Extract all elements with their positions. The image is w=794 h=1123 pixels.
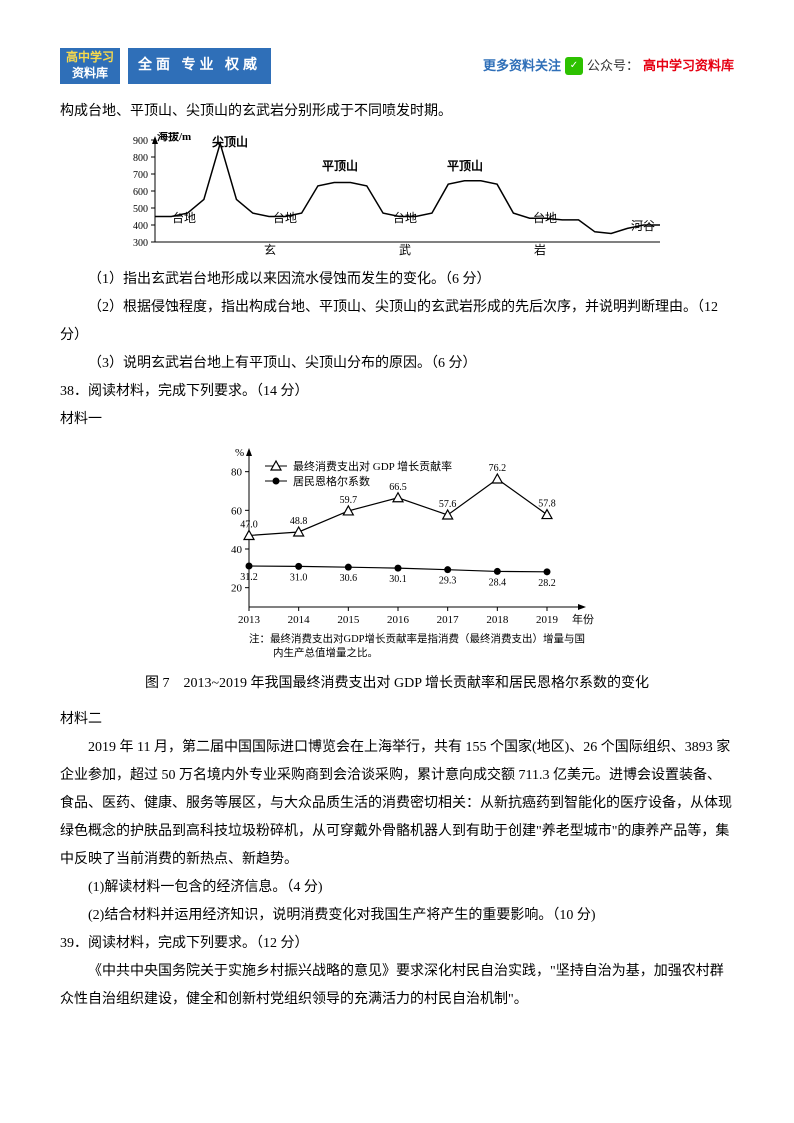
question-38-2: (2)结合材料并运用经济知识，说明消费变化对我国生产将产生的重要影响。（10 分… <box>60 902 734 930</box>
gzh-label: 公众号： <box>587 53 639 79</box>
question-2: （2）根据侵蚀程度，指出构成台地、平顶山、尖顶山的玄武岩形成的先后次序，并说明判… <box>60 294 734 350</box>
svg-text:80: 80 <box>231 467 243 479</box>
svg-text:31.2: 31.2 <box>240 572 258 583</box>
svg-text:47.0: 47.0 <box>240 519 258 530</box>
svg-text:28.2: 28.2 <box>538 578 556 589</box>
material-1-label: 材料一 <box>60 406 734 434</box>
figure-7-caption: 图 7 2013~2019 年我国最终消费支出对 GDP 增长贡献率和居民恩格尔… <box>60 670 734 698</box>
svg-text:59.7: 59.7 <box>340 495 358 506</box>
svg-text:300: 300 <box>133 238 148 249</box>
svg-text:注：最终消费支出对GDP增长贡献率是指消费（最终消费支出）增: 注：最终消费支出对GDP增长贡献率是指消费（最终消费支出）增量与国 <box>249 632 585 645</box>
svg-text:最终消费支出对 GDP 增长贡献率: 最终消费支出对 GDP 增长贡献率 <box>293 459 452 473</box>
svg-text:60: 60 <box>231 505 243 517</box>
svg-text:30.1: 30.1 <box>389 574 407 585</box>
page-header: 高中学习 资料库 全面 专业 权威 更多资料关注 ✓ 公众号： 高中学习资料库 <box>60 48 734 84</box>
body-text-39: 《中共中央国务院关于实施乡村振兴战略的意见》要求深化村民自治实践，"坚持自治为基… <box>60 958 734 1014</box>
svg-text:2018: 2018 <box>486 614 509 626</box>
svg-text:57.6: 57.6 <box>439 499 457 510</box>
lib-name: 高中学习资料库 <box>643 53 734 79</box>
svg-text:台地: 台地 <box>172 210 196 225</box>
question-3: （3）说明玄武岩台地上有平顶山、尖顶山分布的原因。（6 分） <box>60 350 734 378</box>
svg-text:平顶山: 平顶山 <box>322 158 358 173</box>
svg-text:台地: 台地 <box>393 210 417 225</box>
material-2-text: 2019 年 11 月，第二届中国国际进口博览会在上海举行，共有 155 个国家… <box>60 734 734 874</box>
svg-text:900: 900 <box>133 136 148 147</box>
logo-bottom: 资料库 <box>72 66 108 82</box>
wechat-icon: ✓ <box>565 57 583 75</box>
body-text: 构成台地、平顶山、尖顶山的玄武岩分别形成于不同喷发时期。 <box>60 98 734 126</box>
svg-text:内生产总值增量之比。: 内生产总值增量之比。 <box>273 646 378 659</box>
logo-top: 高中学习 <box>66 50 114 66</box>
svg-text:2014: 2014 <box>288 614 311 626</box>
material-2-label: 材料二 <box>60 706 734 734</box>
svg-text:28.4: 28.4 <box>489 577 507 588</box>
svg-text:400: 400 <box>133 221 148 232</box>
svg-text:%: % <box>235 447 244 459</box>
question-1: （1）指出玄武岩台地形成以来因流水侵蚀而发生的变化。（6 分） <box>60 266 734 294</box>
question-38-1: (1)解读材料一包含的经济信息。（4 分) <box>60 874 734 902</box>
terrain-profile-chart: 300 400 500 600 700 800 900 海拔/m 尖顶山平顶山 平顶山台地 台地 台地… <box>105 132 665 260</box>
svg-text:800: 800 <box>133 153 148 164</box>
svg-text:29.3: 29.3 <box>439 576 457 587</box>
logo-block: 高中学习 资料库 全面 专业 权威 <box>60 48 271 84</box>
svg-text:居民恩格尔系数: 居民恩格尔系数 <box>293 474 370 488</box>
line-chart: % 20 40 60 80 2013 2014 2015 2016 2017 2018 2019 年份 4… <box>197 442 597 662</box>
svg-text:2015: 2015 <box>337 614 360 626</box>
svg-text:年份: 年份 <box>572 612 594 626</box>
svg-text:57.8: 57.8 <box>538 499 556 510</box>
svg-text:2016: 2016 <box>387 614 410 626</box>
svg-text:30.6: 30.6 <box>340 573 358 584</box>
svg-text:台地: 台地 <box>533 210 557 225</box>
svg-text:台地: 台地 <box>273 210 297 225</box>
svg-text:600: 600 <box>133 187 148 198</box>
header-right: 更多资料关注 ✓ 公众号： 高中学习资料库 <box>483 53 734 79</box>
svg-text:76.2: 76.2 <box>489 463 507 474</box>
svg-text:31.0: 31.0 <box>290 572 308 583</box>
logo-motto: 全面 专业 权威 <box>128 48 271 84</box>
svg-text:20: 20 <box>231 583 243 595</box>
svg-text:48.8: 48.8 <box>290 516 308 527</box>
svg-text:玄: 玄 <box>264 242 276 257</box>
svg-text:尖顶山: 尖顶山 <box>212 134 248 149</box>
question-38: 38．阅读材料，完成下列要求。（14 分） <box>60 378 734 406</box>
question-39: 39．阅读材料，完成下列要求。（12 分） <box>60 930 734 958</box>
svg-text:武: 武 <box>399 243 411 257</box>
svg-text:66.5: 66.5 <box>389 482 407 493</box>
svg-text:500: 500 <box>133 204 148 215</box>
svg-text:河谷: 河谷 <box>631 219 655 233</box>
svg-text:2019: 2019 <box>536 614 559 626</box>
svg-text:海拔/m: 海拔/m <box>157 132 191 143</box>
svg-text:2017: 2017 <box>437 614 460 626</box>
svg-text:40: 40 <box>231 544 243 556</box>
svg-text:700: 700 <box>133 170 148 181</box>
svg-text:平顶山: 平顶山 <box>447 158 483 173</box>
more-label: 更多资料关注 <box>483 53 561 79</box>
logo-badge: 高中学习 资料库 <box>60 48 120 83</box>
svg-text:岩: 岩 <box>534 242 546 257</box>
svg-text:2013: 2013 <box>238 614 261 626</box>
